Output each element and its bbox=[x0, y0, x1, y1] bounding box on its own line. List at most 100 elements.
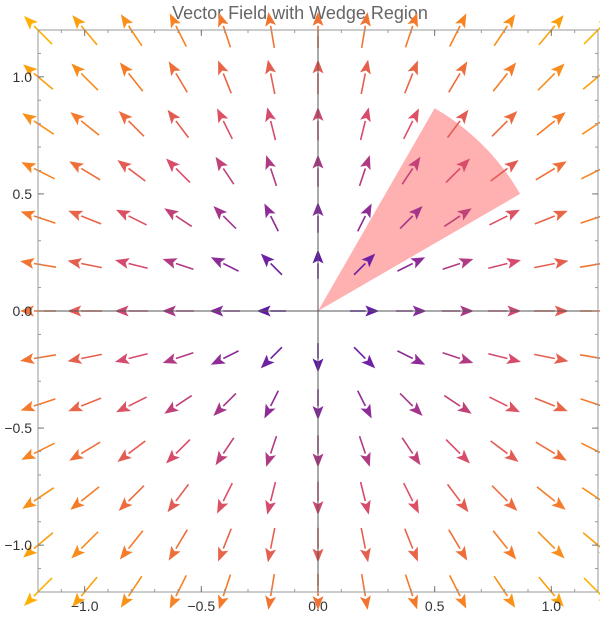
arrow-head bbox=[407, 12, 418, 28]
field-arrow bbox=[580, 398, 600, 407]
arrow-shaft bbox=[81, 262, 102, 269]
field-arrow bbox=[492, 530, 517, 560]
y-tick-label: −0.5 bbox=[4, 420, 32, 436]
arrow-head bbox=[455, 545, 468, 561]
field-arrow bbox=[115, 352, 148, 364]
arrow-shaft bbox=[80, 72, 99, 91]
arrow-shaft bbox=[358, 168, 367, 187]
field-arrow bbox=[23, 64, 54, 90]
field-arrow bbox=[70, 486, 100, 510]
field-arrow bbox=[399, 206, 423, 230]
arrow-head bbox=[169, 13, 181, 29]
field-arrow bbox=[115, 258, 148, 270]
arrow-head bbox=[407, 60, 418, 76]
field-arrow bbox=[537, 531, 565, 559]
field-arrow bbox=[162, 258, 194, 271]
arrow-head bbox=[68, 210, 84, 222]
arrow-shaft bbox=[443, 394, 461, 407]
arrow-head bbox=[72, 15, 86, 30]
arrow-shaft bbox=[353, 262, 366, 276]
field-arrow bbox=[488, 352, 521, 364]
field-arrow bbox=[69, 161, 101, 181]
field-arrow bbox=[20, 210, 56, 224]
arrow-head bbox=[410, 257, 426, 269]
arrow-head bbox=[359, 547, 371, 563]
arrow-shaft bbox=[489, 396, 508, 407]
field-arrow bbox=[20, 398, 56, 412]
arrow-shaft bbox=[175, 262, 194, 271]
arrow-head bbox=[503, 545, 517, 560]
arrow-shaft bbox=[128, 215, 147, 226]
arrow-shaft bbox=[357, 215, 367, 232]
arrow-head bbox=[210, 353, 226, 365]
field-arrow bbox=[217, 482, 234, 514]
arrow-head bbox=[116, 401, 132, 413]
arrow-shaft bbox=[493, 575, 509, 597]
field-arrow bbox=[210, 257, 239, 272]
arrow-shaft bbox=[175, 529, 188, 550]
field-arrow bbox=[580, 215, 600, 224]
arrow-shaft bbox=[360, 73, 367, 95]
field-arrow bbox=[23, 532, 54, 558]
field-arrow bbox=[579, 263, 600, 268]
arrow-shaft bbox=[222, 482, 234, 502]
arrow-head bbox=[265, 595, 277, 610]
arrow-head bbox=[68, 400, 84, 412]
field-arrow bbox=[167, 109, 190, 139]
field-arrow bbox=[215, 156, 235, 185]
field-arrow bbox=[118, 111, 145, 137]
arrow-head bbox=[213, 402, 228, 416]
arrow-shaft bbox=[488, 262, 508, 270]
arrow-head bbox=[213, 206, 228, 220]
arrow-shaft bbox=[537, 531, 556, 550]
arrow-shaft bbox=[357, 390, 367, 407]
arrow-head bbox=[116, 209, 132, 221]
arrow-shaft bbox=[269, 573, 276, 597]
field-arrow bbox=[490, 160, 519, 182]
arrow-shaft bbox=[222, 73, 232, 94]
field-arrow bbox=[217, 108, 234, 140]
arrow-head bbox=[20, 258, 35, 269]
arrow-head bbox=[69, 161, 85, 174]
arrow-shaft bbox=[360, 527, 367, 549]
arrow-shaft bbox=[80, 576, 98, 597]
arrow-head bbox=[215, 156, 228, 172]
field-arrow bbox=[264, 390, 279, 419]
field-arrow bbox=[265, 527, 277, 563]
arrow-shaft bbox=[580, 398, 600, 407]
arrow-shaft bbox=[175, 167, 191, 184]
arrow-head bbox=[506, 353, 521, 364]
field-arrow bbox=[23, 15, 53, 45]
field-arrow bbox=[401, 437, 421, 466]
arrow-shaft bbox=[538, 25, 556, 46]
arrow-head bbox=[72, 592, 86, 607]
arrow-head bbox=[359, 12, 371, 27]
arrow-shaft bbox=[222, 25, 232, 48]
arrow-head bbox=[458, 353, 474, 364]
arrow-shaft bbox=[222, 574, 232, 597]
field-arrow bbox=[116, 396, 147, 413]
arrow-shaft bbox=[582, 532, 600, 548]
arrow-shaft bbox=[80, 486, 100, 502]
arrow-shaft bbox=[491, 120, 508, 137]
arrow-head bbox=[265, 12, 277, 27]
y-tick-label: 1.0 bbox=[13, 69, 33, 85]
field-arrow bbox=[71, 63, 99, 91]
arrow-head bbox=[71, 63, 86, 78]
field-arrow bbox=[535, 441, 567, 461]
arrow-shaft bbox=[490, 167, 508, 182]
arrow-shaft bbox=[402, 120, 414, 140]
field-arrow bbox=[448, 574, 467, 609]
arrow-head bbox=[19, 305, 34, 317]
field-arrow bbox=[534, 397, 568, 412]
arrow-head bbox=[265, 59, 277, 75]
arrow-head bbox=[360, 203, 372, 219]
arrow-head bbox=[360, 107, 371, 123]
arrow-shaft bbox=[128, 167, 146, 182]
field-arrow bbox=[442, 351, 474, 364]
field-arrow bbox=[445, 158, 470, 184]
arrow-shaft bbox=[175, 394, 193, 407]
field-arrow bbox=[116, 209, 147, 226]
field-arrow bbox=[448, 13, 467, 48]
arrow-head bbox=[265, 499, 276, 515]
